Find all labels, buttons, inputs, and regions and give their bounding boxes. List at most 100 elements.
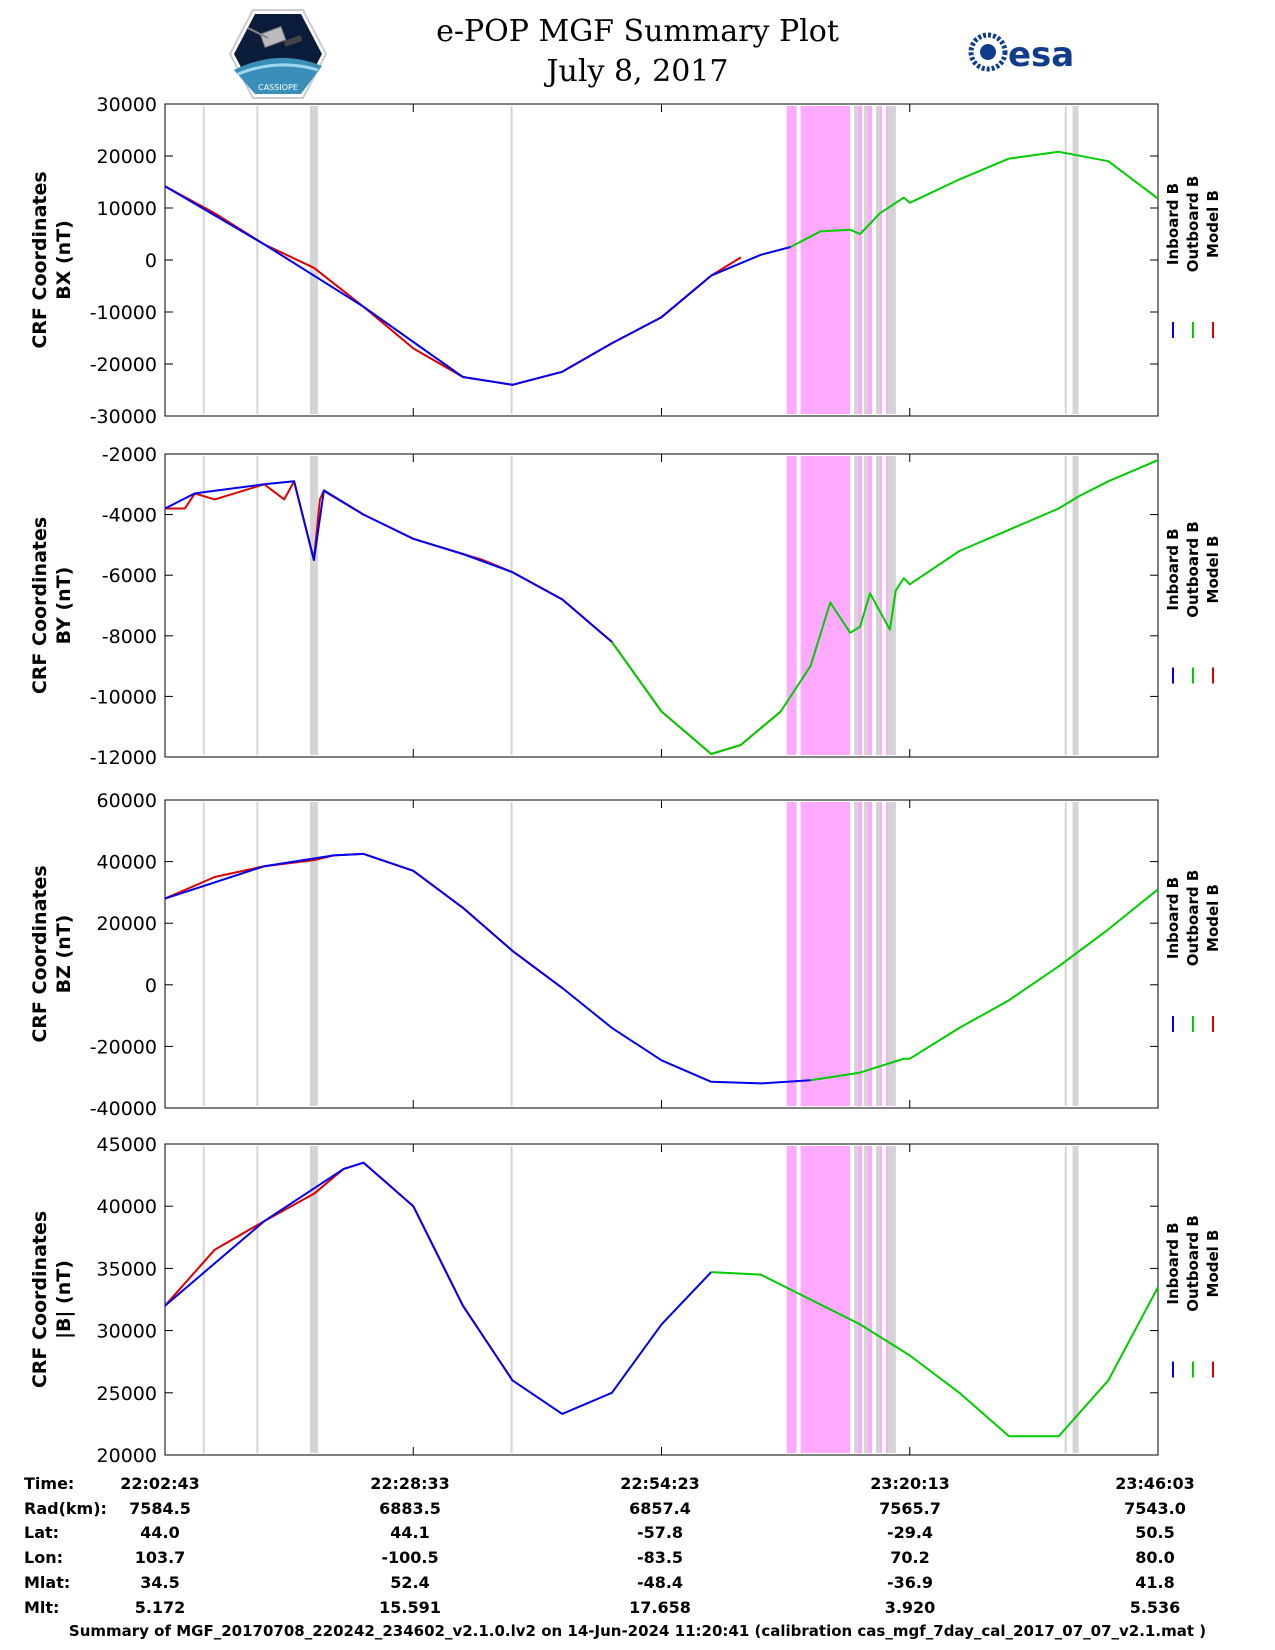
- info-row-label: Mlat:: [24, 1573, 71, 1592]
- footer-caption: Summary of MGF_20170708_220242_234602_v2…: [68, 1622, 1207, 1640]
- data-gap-shading: [256, 802, 259, 1106]
- event-interval-divider: [881, 802, 886, 1106]
- info-cell: -57.8: [636, 1523, 684, 1542]
- data-gap-shading: [1064, 802, 1067, 1106]
- y-tick-label: -30000: [90, 406, 157, 428]
- info-cell: -48.4: [636, 1573, 684, 1592]
- y-tick-label: -20000: [90, 1036, 157, 1058]
- info-cell: -29.4: [886, 1523, 934, 1542]
- data-gap-shading: [256, 106, 259, 414]
- series-line-model-b: [164, 852, 563, 989]
- info-cell: 103.7: [134, 1548, 186, 1567]
- info-cell: 44.1: [390, 1523, 430, 1542]
- y-tick-label: 0: [145, 975, 157, 997]
- info-cell: 7543.0: [1124, 1499, 1186, 1518]
- y-tick-label: 20000: [97, 913, 157, 935]
- data-gap-shading: [887, 802, 896, 1106]
- y-tick-label: -8000: [102, 626, 157, 648]
- chart-panel-3: 60000 40000 20000 0 -20000 -40000 CRF Coordina…: [29, 790, 1222, 1120]
- info-cell: 22:28:33: [370, 1474, 450, 1493]
- info-cell: 70.2: [890, 1548, 930, 1567]
- info-row-label: Mlt:: [24, 1598, 60, 1617]
- esa-logo: esa: [968, 30, 1098, 75]
- data-gap-shading: [510, 106, 513, 414]
- y-tick-label: 40000: [97, 1196, 157, 1218]
- data-gap-shading: [256, 1146, 259, 1453]
- data-gap-shading: [864, 1146, 869, 1453]
- data-gap-shading: [1064, 106, 1067, 414]
- data-gap-shading: [202, 106, 205, 414]
- event-interval-divider: [850, 106, 855, 414]
- series-line-outboard-b: [790, 150, 1159, 248]
- y-axis-label: CRF Coordinates: [29, 1211, 51, 1388]
- info-cell: 44.0: [140, 1523, 180, 1542]
- event-interval-divider: [850, 802, 855, 1106]
- info-cell: 7584.5: [129, 1499, 191, 1518]
- data-gap-shading: [309, 106, 318, 414]
- plot-title: e-POP MGF Summary Plot: [436, 14, 839, 49]
- y-tick-label: -10000: [90, 686, 157, 708]
- event-interval-divider: [872, 106, 877, 414]
- info-row-label: Lon:: [24, 1548, 63, 1567]
- series-line-inboard-b: [164, 852, 811, 1085]
- y-axis-label: CRF Coordinates: [29, 171, 51, 348]
- legend-entry: Inboard B: [1164, 877, 1182, 959]
- y-tick-label: 35000: [97, 1258, 157, 1280]
- series-line-outboard-b: [711, 1271, 1159, 1438]
- data-gap-shading: [864, 802, 869, 1106]
- legend-entry: Model B: [1204, 1230, 1222, 1298]
- data-gap-shading: [1072, 106, 1079, 414]
- data-gap-shading: [309, 1146, 318, 1453]
- data-gap-shading: [1064, 1146, 1067, 1453]
- data-gap-shading: [887, 1146, 896, 1453]
- info-row-label: Time:: [24, 1474, 75, 1493]
- series-line-outboard-b: [810, 888, 1159, 1082]
- y-tick-label: 25000: [97, 1383, 157, 1405]
- info-cell: 52.4: [390, 1573, 430, 1592]
- y-axis-unit-label: |B| (nT): [53, 1260, 75, 1339]
- legend-entry: Outboard B: [1184, 870, 1202, 967]
- event-interval-divider: [872, 456, 877, 755]
- data-gap-shading: [854, 456, 859, 755]
- data-gap-shading: [510, 802, 513, 1106]
- event-interval-divider: [872, 802, 877, 1106]
- info-cell: 80.0: [1135, 1548, 1175, 1567]
- chart-panel-1: 30000 20000 10000 0 -10000 -20000 -30000 CRF Co…: [29, 94, 1222, 428]
- y-tick-label: 40000: [97, 852, 157, 874]
- legend-entry: Inboard B: [1164, 1222, 1182, 1304]
- y-axis-label: CRF Coordinates: [29, 865, 51, 1042]
- info-cell: 17.658: [629, 1598, 691, 1617]
- svg-text:esa: esa: [1008, 35, 1074, 74]
- event-interval-divider: [796, 802, 801, 1106]
- y-axis-unit-label: BX (nT): [53, 220, 75, 300]
- y-tick-label: 45000: [97, 1134, 157, 1156]
- info-cell: 23:20:13: [870, 1474, 950, 1493]
- legend-entry: Model B: [1204, 190, 1222, 258]
- data-gap-shading: [1064, 456, 1067, 755]
- data-gap-shading: [510, 456, 513, 755]
- legend-entry: Model B: [1204, 884, 1222, 952]
- data-gap-shading: [854, 106, 859, 414]
- data-gap-shading: [875, 456, 880, 755]
- data-gap-shading: [854, 1146, 859, 1453]
- data-gap-shading: [875, 1146, 880, 1453]
- event-interval-divider: [796, 456, 801, 755]
- data-gap-shading: [887, 106, 896, 414]
- data-gap-shading: [510, 1146, 513, 1453]
- info-cell: 3.920: [884, 1598, 936, 1617]
- event-interval-divider: [796, 106, 801, 414]
- series-line-inboard-b: [164, 185, 791, 386]
- info-cell: 15.591: [379, 1598, 441, 1617]
- data-gap-shading: [875, 802, 880, 1106]
- legend-entry: Outboard B: [1184, 176, 1202, 273]
- series-line-outboard-b: [611, 459, 1159, 755]
- data-gap-shading: [202, 1146, 205, 1453]
- event-interval-divider: [881, 456, 886, 755]
- event-interval-divider: [881, 106, 886, 414]
- data-gap-shading: [256, 456, 259, 755]
- data-gap-shading: [202, 456, 205, 755]
- y-tick-label: -6000: [102, 565, 157, 587]
- y-tick-label: 60000: [97, 790, 157, 812]
